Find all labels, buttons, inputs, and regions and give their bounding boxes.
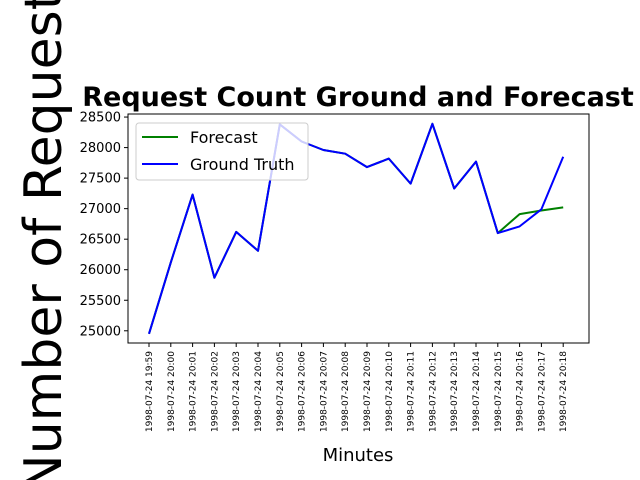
y-tick-label: 27000 — [80, 202, 121, 217]
x-tick-label: 1998-07-24 20:06 — [298, 351, 308, 432]
x-tick-label: 1998-07-24 20:01 — [189, 351, 199, 432]
x-tick-label: 1998-07-24 20:12 — [428, 351, 438, 432]
x-tick-label: 1998-07-24 20:07 — [319, 351, 329, 432]
y-tick-label: 26000 — [80, 263, 121, 278]
x-tick-label: 1998-07-24 20:03 — [232, 351, 242, 432]
x-tick-label: 1998-07-24 20:09 — [363, 351, 373, 432]
x-tick-label: 1998-07-24 20:17 — [537, 351, 547, 432]
x-tick-label: 1998-07-24 20:15 — [494, 351, 504, 432]
series-layer — [148, 122, 565, 335]
y-tick-label: 26500 — [80, 233, 121, 248]
y-axis: 25000 25500 26000 26500 27000 27500 28000 28500 — [80, 111, 128, 339]
y-tick-label: 28500 — [80, 111, 121, 126]
x-tick-label: 1998-07-24 20:00 — [167, 351, 177, 432]
x-axis-label: Minutes — [323, 445, 394, 466]
x-tick-label: 1998-07-24 20:11 — [407, 351, 417, 432]
legend-label: Forecast — [190, 128, 258, 147]
x-tick-label: 1998-07-24 20:04 — [254, 351, 264, 432]
plot-frame — [127, 113, 590, 344]
legend-label: Ground Truth — [190, 155, 295, 174]
x-tick-label: 1998-07-24 20:13 — [450, 351, 460, 432]
x-axis: 1998-07-24 19:59 1998-07-24 20:00 1998-07-… — [145, 343, 569, 432]
legend: Forecast Ground Truth — [135, 122, 309, 181]
x-tick-label: 1998-07-24 20:10 — [385, 351, 395, 432]
y-axis-label: Number of Requests — [14, 0, 74, 480]
x-tick-label: 1998-07-24 20:16 — [516, 351, 526, 432]
y-tick-label: 28000 — [80, 141, 121, 156]
y-tick-label: 25000 — [80, 324, 121, 339]
x-tick-label: 1998-07-24 20:18 — [559, 351, 569, 432]
x-tick-label: 1998-07-24 20:08 — [341, 351, 351, 432]
x-tick-label: 1998-07-24 20:14 — [472, 351, 482, 432]
y-tick-label: 25500 — [80, 294, 121, 309]
x-tick-label: 1998-07-24 20:05 — [276, 351, 286, 432]
x-tick-label: 1998-07-24 20:02 — [210, 351, 220, 432]
chart-title: Request Count Ground and Forecast — [82, 82, 634, 113]
series-line-ground-truth — [148, 122, 565, 335]
y-tick-label: 27500 — [80, 172, 121, 187]
legend-box — [135, 122, 309, 181]
x-tick-label: 1998-07-24 19:59 — [145, 351, 155, 432]
